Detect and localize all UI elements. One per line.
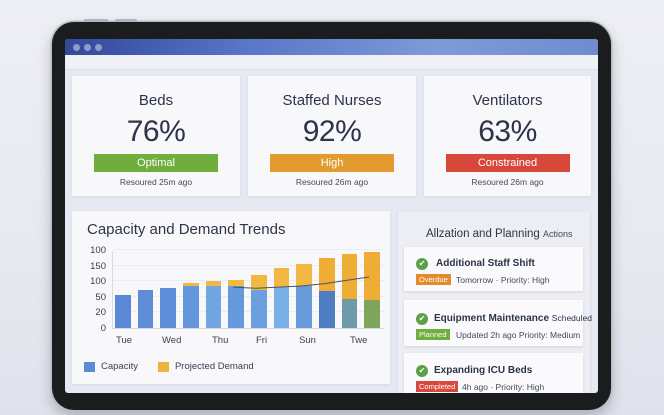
- bar-capacity: [273, 287, 290, 328]
- bar-capacity: [364, 299, 380, 328]
- kpi-updated: Resoured 25m ago: [119, 177, 193, 187]
- y-axis-tick: 20: [95, 307, 106, 319]
- x-axis-tick: Tue: [116, 335, 133, 346]
- legend-swatch-demand: [157, 361, 169, 372]
- chart-bar[interactable]: [364, 250, 380, 328]
- action-item[interactable]: ✔ Expanding ICU Beds Completed 4h ago · …: [404, 353, 583, 393]
- status-badge: Overdue: [416, 274, 451, 285]
- kpi-title: Ventilators: [472, 92, 543, 109]
- bar-capacity: [341, 298, 358, 328]
- gridline: [113, 249, 384, 250]
- action-name: Equipment Maintenance Scheduled: [434, 313, 592, 324]
- x-axis-tick: Fri: [256, 335, 268, 346]
- x-axis-tick: Thu: [212, 335, 229, 346]
- y-axis-tick: 50: [95, 291, 106, 303]
- status-badge: Constrained: [445, 154, 570, 172]
- chart-bar[interactable]: [183, 250, 199, 328]
- bar-capacity: [115, 295, 131, 328]
- panel-subtitle: Actions: [543, 229, 573, 239]
- kpi-title: Beds: [138, 92, 174, 109]
- chart-bar[interactable]: [273, 250, 290, 328]
- kpi-title: Staffed Nurses: [282, 92, 382, 109]
- bar-capacity: [228, 286, 244, 328]
- action-meta: Tomorrow · Priority: High: [456, 275, 550, 285]
- panel-title: Allzation and Planning Actions: [426, 228, 573, 240]
- tablet-volume-button: [84, 19, 108, 22]
- chart-bar[interactable]: [115, 250, 131, 328]
- action-meta: 4h ago · Priority: High: [462, 382, 545, 392]
- action-suffix: Scheduled: [551, 313, 592, 323]
- action-name-text: Equipment Maintenance: [434, 313, 550, 324]
- kpi-card-staffed-nurses: Staffed Nurses 92% High Resoured 26m ago: [248, 76, 416, 196]
- check-circle-icon: ✔: [416, 365, 428, 377]
- bar-capacity: [251, 289, 267, 328]
- chart-bar[interactable]: [319, 250, 335, 328]
- x-axis-tick: Twe: [350, 335, 368, 346]
- bar-capacity: [160, 288, 176, 328]
- bar-capacity: [296, 285, 312, 328]
- chart-bar[interactable]: [341, 250, 358, 328]
- x-axis-tick: Wed: [162, 335, 182, 346]
- gridline: [113, 295, 384, 297]
- check-circle-icon: ✔: [416, 313, 428, 325]
- x-axis-tick: Sun: [299, 335, 316, 346]
- bar-capacity: [137, 289, 154, 328]
- allocation-planning-panel: Allzation and Planning Actions ✔ Additio…: [398, 211, 592, 393]
- kpi-value: 63%: [478, 115, 537, 148]
- bar-capacity: [205, 285, 222, 328]
- window-close-button[interactable]: [73, 43, 80, 51]
- trend-line: [233, 276, 370, 289]
- kpi-value: 92%: [302, 115, 362, 148]
- y-axis-tick: 100: [90, 245, 106, 256]
- check-circle-icon: ✔: [416, 258, 428, 270]
- bar-capacity: [319, 291, 335, 328]
- status-badge: Optimal: [94, 154, 218, 172]
- kpi-updated: Resoured 26m ago: [295, 177, 369, 187]
- status-badge: Completed: [416, 381, 459, 392]
- chart-bar[interactable]: [160, 250, 176, 328]
- action-meta: Updated 2h ago Priority: Medium: [456, 330, 581, 340]
- status-badge: Planned: [416, 329, 450, 340]
- y-axis-tick: 100: [90, 276, 106, 288]
- chart-legend: Capacity Projected Demand: [84, 361, 254, 372]
- chart-bar[interactable]: [137, 250, 154, 328]
- window-maximize-button[interactable]: [95, 43, 102, 51]
- kpi-updated: Resoured 26m ago: [471, 177, 544, 187]
- chart-bar[interactable]: [228, 250, 244, 328]
- y-axis-tick: 0: [100, 323, 106, 334]
- gridline: [113, 264, 384, 266]
- gridline: [113, 280, 384, 282]
- chart-bar[interactable]: [205, 250, 222, 328]
- action-item[interactable]: ✔ Additional Staff Shift Overdue Tomorro…: [404, 247, 583, 291]
- kpi-card-beds: Beds 76% Optimal Resoured 25m ago: [72, 76, 240, 196]
- legend-label-capacity: Capacity: [101, 361, 138, 372]
- capacity-demand-chart-card: Capacity and Demand Trends Capacity Proj…: [72, 211, 390, 384]
- toolbar: [65, 55, 598, 70]
- panel-title-text: Allzation and Planning: [426, 228, 540, 240]
- y-axis-tick: 150: [90, 260, 106, 272]
- chart-bar[interactable]: [296, 250, 312, 328]
- chart-title: Capacity and Demand Trends: [87, 221, 286, 238]
- action-name: Expanding ICU Beds: [434, 365, 533, 376]
- chart-plot-area: [112, 249, 384, 329]
- status-badge: High: [270, 154, 394, 172]
- kpi-value: 76%: [126, 115, 186, 148]
- action-item[interactable]: ✔ Equipment Maintenance Scheduled Planne…: [404, 300, 592, 346]
- app-window: Beds 76% Optimal Resoured 25m ago Staffe…: [65, 39, 598, 393]
- tablet-volume-button: [115, 19, 137, 22]
- kpi-card-ventilators: Ventilators 63% Constrained Resoured 26m…: [424, 76, 591, 196]
- action-name: Additional Staff Shift: [436, 258, 535, 269]
- window-titlebar: [65, 39, 598, 55]
- bar-capacity: [183, 286, 199, 328]
- legend-label-demand: Projected Demand: [174, 361, 254, 372]
- gridline: [113, 311, 384, 313]
- legend-swatch-capacity: [84, 361, 95, 372]
- window-minimize-button[interactable]: [84, 43, 91, 51]
